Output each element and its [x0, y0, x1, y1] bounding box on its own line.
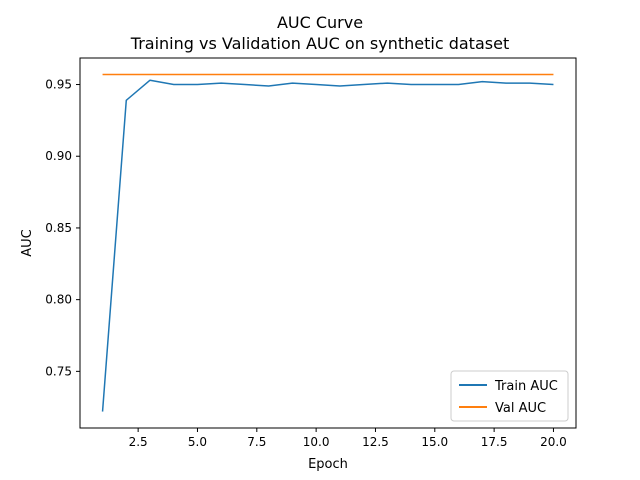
- x-tick-label: 2.5: [129, 435, 148, 449]
- x-tick-label: 20.0: [540, 435, 567, 449]
- x-tick-label: 15.0: [421, 435, 448, 449]
- series-line-train-auc: [101, 79, 554, 412]
- y-tick-label: 0.90: [45, 149, 72, 163]
- legend: Train AUC Val AUC: [450, 370, 569, 422]
- chart-subtitle: Training vs Validation AUC on synthetic …: [130, 34, 509, 53]
- x-tick-label: 5.0: [188, 435, 207, 449]
- x-axis-label: Epoch: [308, 457, 348, 472]
- legend-label-val-auc: Val AUC: [495, 401, 546, 416]
- y-tick-label: 0.95: [45, 78, 72, 92]
- plot-series: [101, 73, 554, 412]
- chart-title: AUC Curve: [277, 13, 363, 32]
- axis-ticks: 2.5 5.0 7.5 10.0 12.5 15.0 17.5 20.0 0.75 0.80 0.8…: [45, 78, 567, 449]
- y-tick-label: 0.85: [45, 221, 72, 235]
- plot-frame: [79, 57, 577, 429]
- y-tick-label: 0.75: [45, 364, 72, 378]
- legend-box: [450, 370, 569, 422]
- legend-label-train-auc: Train AUC: [494, 379, 558, 394]
- x-tick-label: 7.5: [247, 435, 266, 449]
- x-tick-label: 17.5: [481, 435, 508, 449]
- y-tick-label: 0.80: [45, 293, 72, 307]
- x-tick-label: 10.0: [303, 435, 330, 449]
- x-tick-label: 12.5: [362, 435, 389, 449]
- y-axis-label: AUC: [20, 229, 35, 257]
